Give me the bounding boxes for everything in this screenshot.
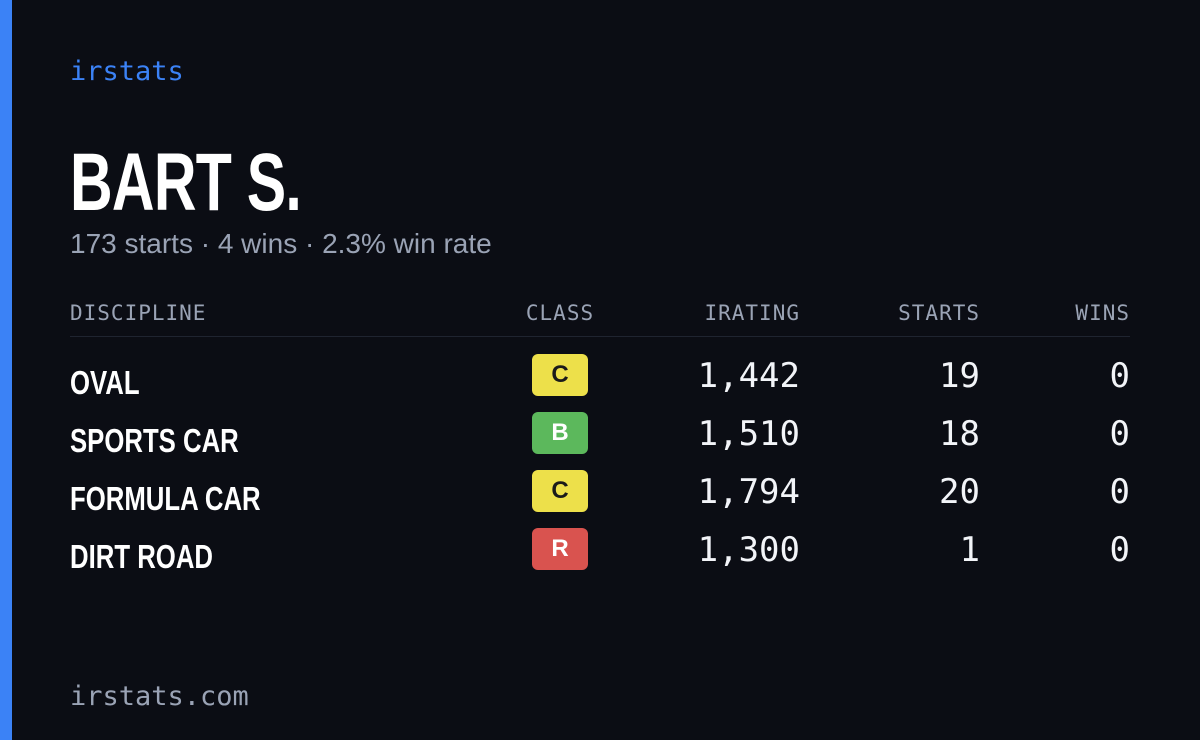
wins: 0 [1109, 356, 1130, 396]
class-badge: B [532, 412, 588, 454]
column-header: CLASS [525, 301, 595, 325]
column-header: DISCIPLINE [70, 301, 207, 325]
irating: 1,510 [697, 414, 800, 454]
wins: 0 [1109, 530, 1130, 570]
irating: 1,300 [697, 530, 800, 570]
starts: 19 [939, 356, 980, 396]
column-header: STARTS [898, 301, 980, 325]
starts: 1 [959, 530, 980, 570]
footer: irstats.com [70, 681, 249, 712]
discipline: SPORTS CAR [70, 422, 239, 459]
column-header: IRATING [704, 301, 800, 325]
class-badge: C [532, 470, 588, 512]
header-rule [70, 336, 1130, 337]
discipline: OVAL [70, 364, 140, 401]
irating: 1,442 [697, 356, 800, 396]
irating: 1,794 [697, 472, 800, 512]
discipline: DIRT ROAD [70, 538, 213, 575]
brand: irstats [70, 56, 184, 87]
driver-name: BART S. [70, 137, 302, 228]
summary: 173 starts · 4 wins · 2.3% win rate [70, 228, 492, 259]
starts: 20 [939, 472, 980, 512]
accent-bar [0, 0, 12, 740]
wins: 0 [1109, 472, 1130, 512]
wins: 0 [1109, 414, 1130, 454]
starts: 18 [939, 414, 980, 454]
class-badge: C [532, 354, 588, 396]
column-header: WINS [1075, 301, 1130, 325]
discipline: FORMULA CAR [70, 480, 261, 517]
class-badge: R [532, 528, 588, 570]
